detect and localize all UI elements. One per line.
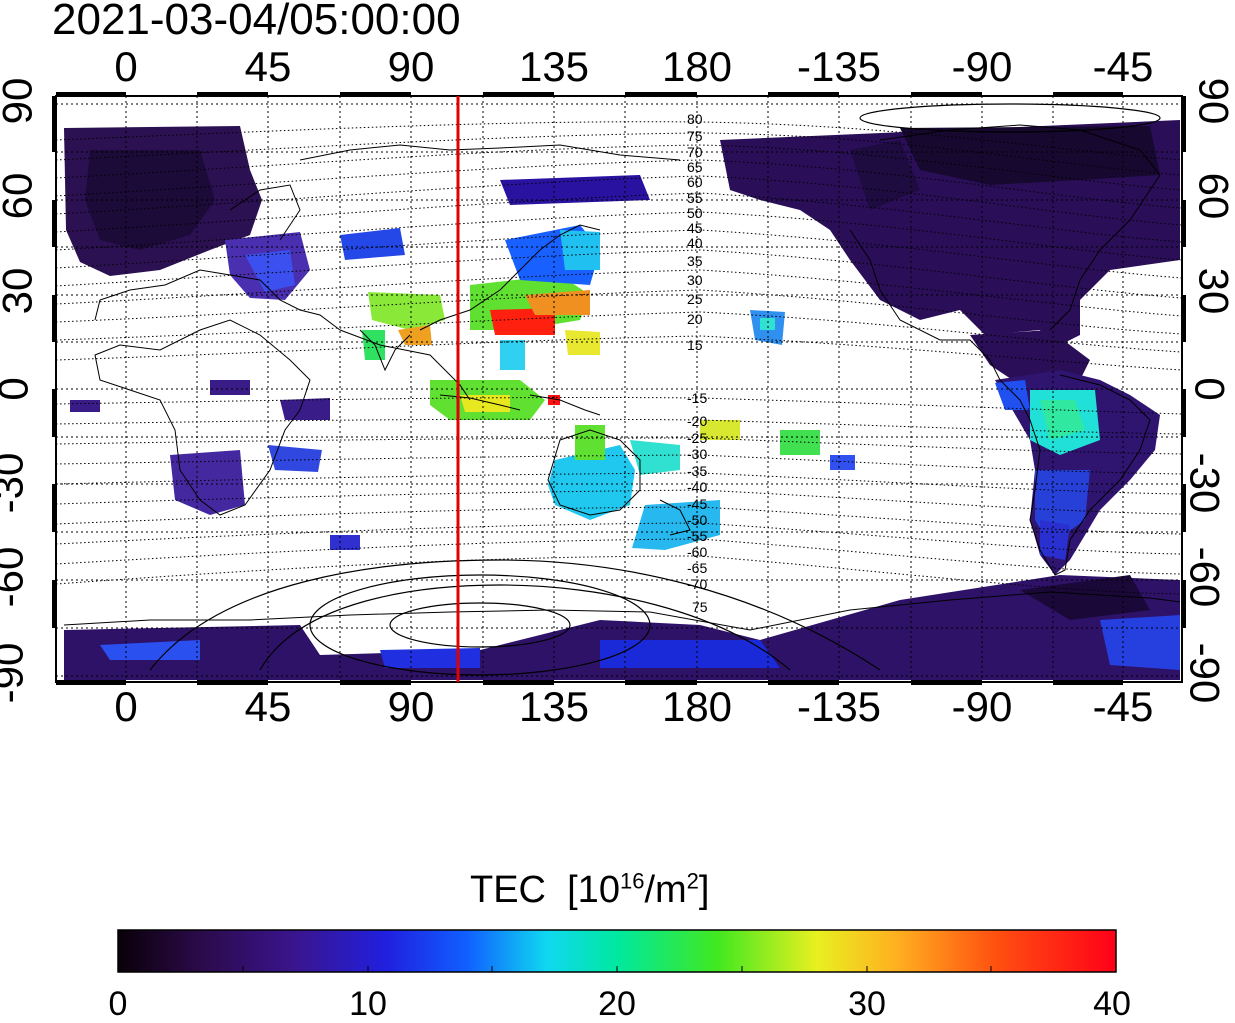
- colorbar-tick-label: 30: [848, 985, 886, 1023]
- frame-ticks: [52, 92, 1186, 685]
- top-lon-label: 0: [114, 43, 138, 90]
- contour-label: 60: [687, 174, 703, 190]
- contour-label: -20: [687, 413, 707, 429]
- colorbar-unit-suffix: ]: [698, 869, 710, 911]
- contour-label: -65: [687, 560, 707, 576]
- colorbar-unit-exp2: 2: [686, 868, 699, 894]
- bottom-lon-label: 180: [661, 683, 733, 730]
- south-pole-contours: [149, 103, 1161, 676]
- contour-label: -45: [687, 496, 707, 512]
- top-lon-label: 90: [387, 43, 435, 90]
- contour-label: -55: [687, 528, 707, 544]
- bottom-lon-label: -45: [1092, 683, 1154, 730]
- colorbar-unit-mid: /m: [644, 869, 687, 911]
- contour-label: -60: [687, 544, 707, 560]
- bottom-lon-label: 90: [387, 683, 435, 730]
- contour-label: 75: [687, 128, 703, 144]
- top-lon-label: -90: [951, 43, 1013, 90]
- top-lon-label: -135: [796, 43, 882, 90]
- contour-label: -30: [687, 446, 707, 462]
- contour-label: 30: [687, 272, 703, 288]
- colorbar: [117, 929, 1117, 973]
- colorbar-tick-label: 40: [1093, 985, 1131, 1023]
- geomagnetic-contours: [56, 121, 1182, 595]
- bottom-lon-label: 45: [244, 683, 292, 730]
- contour-label: 80: [687, 111, 703, 127]
- contour-label: -35: [687, 463, 707, 479]
- colorbar-tick-label: 20: [598, 985, 636, 1023]
- map-timestamp: 2021-03-04/05:00:00: [52, 0, 461, 44]
- bottom-lon-label: -90: [951, 683, 1013, 730]
- top-lon-label: 135: [518, 43, 590, 90]
- coastlines: [63, 124, 1181, 631]
- contour-label: 50: [687, 205, 703, 221]
- contour-label: 70: [687, 144, 703, 160]
- contour-label: -25: [687, 430, 707, 446]
- contour-label: -15: [687, 390, 707, 406]
- colorbar-unit-prefix: [10: [567, 869, 620, 911]
- colorbar-unit-exp1: 16: [619, 868, 645, 894]
- contour-label: -50: [687, 512, 707, 528]
- contour-label: 25: [687, 291, 703, 307]
- top-lon-label: 45: [244, 43, 292, 90]
- contour-label: 45: [687, 220, 703, 236]
- tec-data-patches: [64, 120, 1180, 680]
- colorbar-tick-label: 0: [108, 985, 128, 1023]
- top-lon-label: 180: [661, 43, 733, 90]
- contour-label: 40: [687, 235, 703, 251]
- colorbar-title: TEC [1016/m2]: [470, 868, 709, 912]
- contour-label: -70: [687, 576, 707, 592]
- colorbar-ticks: [117, 966, 992, 972]
- bottom-lon-label: -135: [796, 683, 882, 730]
- contour-label: 20: [687, 311, 703, 327]
- contour-labels: 80 75 70 65 60 55 50 45 40 35 30 25 20 1…: [687, 111, 708, 615]
- top-lon-label: -45: [1092, 43, 1154, 90]
- bottom-lon-label: 0: [114, 683, 138, 730]
- contour-label: -40: [687, 479, 707, 495]
- bottom-lon-label: 135: [518, 683, 590, 730]
- contour-label: 35: [687, 253, 703, 269]
- contour-label: 15: [687, 337, 703, 353]
- colorbar-tick-label: 10: [349, 985, 387, 1023]
- contour-label: 55: [687, 190, 703, 206]
- contour-label: 75: [692, 599, 708, 615]
- colorbar-title-text: TEC: [470, 869, 546, 911]
- contour-label: 65: [687, 159, 703, 175]
